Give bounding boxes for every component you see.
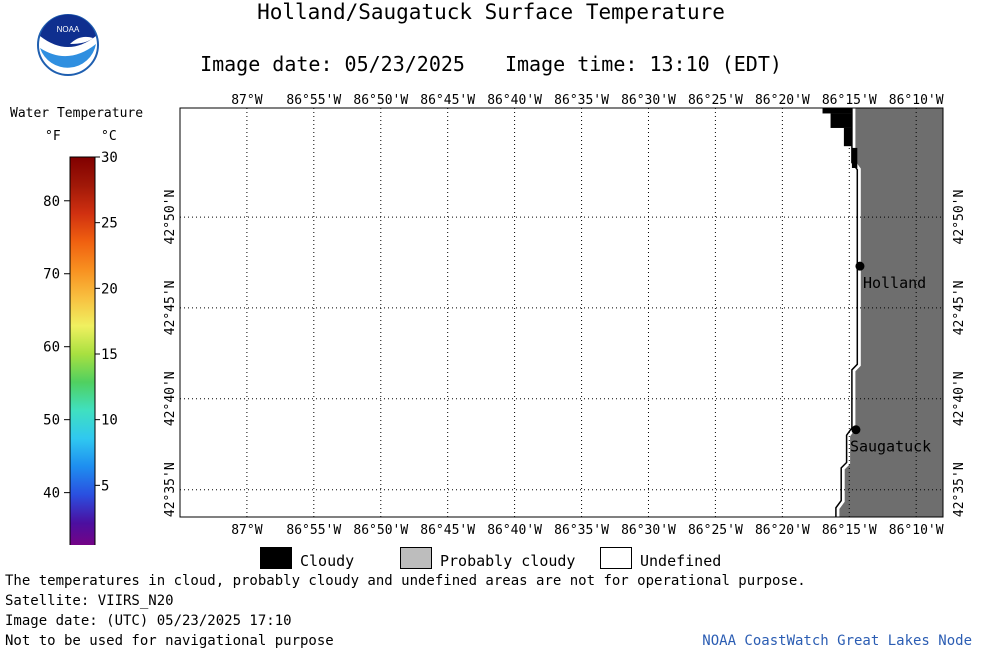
credit-text: NOAA CoastWatch Great Lakes Node — [702, 633, 972, 649]
colorbar-label-c: 5 — [101, 478, 109, 494]
lon-label-bottom: 87°W — [231, 523, 262, 538]
colorbar-label-c: 30 — [101, 150, 118, 166]
colorbar-label-f: 70 — [43, 267, 60, 283]
legend-label: Cloudy — [300, 552, 355, 570]
lat-label-left: 42°40'N — [163, 371, 178, 426]
longitude-labels: 87°W 87°W 86°55'W 86°55'W 86°50'W 86°50'W 86°4… — [231, 93, 943, 538]
noaa-logo: NOAA — [37, 14, 99, 76]
colorbar-unit-c: °C — [101, 129, 117, 144]
lon-label-bottom: 86°30'W — [621, 523, 676, 538]
lon-label-top: 86°40'W — [487, 93, 542, 108]
lat-label-right: 42°45'N — [952, 281, 967, 336]
cloud-pixel — [843, 127, 852, 147]
colorbar-label-f: 60 — [43, 340, 60, 356]
lon-label-bottom: 86°20'W — [755, 523, 810, 538]
legend-label: Undefined — [640, 552, 722, 570]
colorbar-label-f: 50 — [43, 413, 60, 429]
lon-label-top: 86°35'W — [554, 93, 609, 108]
lon-label-top: 86°10'W — [889, 93, 944, 108]
colorbar-unit-f: °F — [45, 129, 61, 144]
lon-label-bottom: 86°15'W — [822, 523, 877, 538]
colorbar-label-c: 10 — [101, 413, 118, 429]
city-dot — [851, 425, 861, 435]
lat-label-left: 42°45'N — [163, 281, 178, 336]
lat-label-right: 42°50'N — [952, 190, 967, 245]
lon-label-top: 86°45'W — [420, 93, 475, 108]
colorbar-label-c: 25 — [101, 216, 118, 232]
lake-water — [180, 108, 943, 517]
cloud-pixel — [822, 108, 852, 114]
lon-label-top: 86°20'W — [755, 93, 810, 108]
lon-label-top: 86°30'W — [621, 93, 676, 108]
lon-label-top: 86°50'W — [353, 93, 408, 108]
colorbar-label-f: 80 — [43, 194, 60, 210]
colorbar: 40 50 60 70 80 0 5 10 15 20 25 30 — [43, 150, 118, 545]
city-dot — [855, 261, 865, 271]
colorbar-ticks-c: 0 5 10 15 20 25 30 — [95, 150, 118, 545]
noaa-logo-text: NOAA — [57, 25, 80, 34]
land-area — [835, 108, 943, 517]
image-date: Image date: 05/23/2025 — [200, 52, 465, 76]
lon-label-top: 86°25'W — [688, 93, 743, 108]
colorbar-label-c: 15 — [101, 347, 118, 363]
legend-label: Probably cloudy — [440, 552, 576, 570]
colorbar-ticks-f: 40 50 60 70 80 — [43, 194, 70, 502]
image-time: Image time: 13:10 (EDT) — [504, 52, 782, 76]
cloud-pixel — [851, 147, 858, 168]
cloud-pixels — [822, 108, 858, 168]
city-label: Saugatuck — [850, 438, 931, 456]
colorbar-label-c: 0 — [101, 544, 109, 545]
legend-swatch — [260, 547, 292, 569]
lon-label-top: 86°15'W — [822, 93, 877, 108]
colorbar-label-f: 40 — [43, 486, 60, 502]
legend-swatch — [400, 547, 432, 569]
lon-label-bottom: 86°40'W — [487, 523, 542, 538]
navigation-warning: Not to be used for navigational purpose — [5, 633, 334, 649]
lon-label-bottom: 86°10'W — [889, 523, 944, 538]
lat-label-right: 42°35'N — [952, 462, 967, 517]
lon-label-bottom: 86°50'W — [353, 523, 408, 538]
city-label: Holland — [863, 274, 926, 292]
city-markers: Holland Saugatuck — [850, 261, 931, 456]
map-area: 87°W 87°W 86°55'W 86°55'W 86°50'W 86°50'W 86°4… — [163, 93, 967, 538]
map-figure: NOAA 40 50 60 70 80 0 5 10 15 20 25 30 87°W 87°W 86°… — [37, 14, 967, 545]
lon-label-bottom: 86°55'W — [286, 523, 341, 538]
colorbar-label-c: 20 — [101, 281, 118, 297]
cloud-pixel — [830, 113, 852, 128]
lon-label-bottom: 86°45'W — [420, 523, 475, 538]
graticule — [180, 108, 943, 517]
latitude-labels: 42°50'N 42°50'N 42°45'N 42°45'N 42°40'N 42°40… — [163, 190, 967, 517]
colorbar-title: Water Temperature — [10, 106, 144, 121]
legend-swatch — [600, 547, 632, 569]
colorbar-gradient — [69, 156, 96, 545]
lat-label-right: 42°40'N — [952, 371, 967, 426]
utc-date-label: Image date: (UTC) 05/23/2025 17:10 — [5, 613, 292, 629]
lat-label-left: 42°35'N — [163, 462, 178, 517]
map-frame — [179, 107, 944, 518]
map-title: Holland/Saugatuck Surface Temperature — [257, 0, 725, 24]
lon-label-top: 87°W — [231, 93, 262, 108]
lon-label-bottom: 86°25'W — [688, 523, 743, 538]
lon-label-bottom: 86°35'W — [554, 523, 609, 538]
image-datetime: Image date: 05/23/2025 Image time: 13:10 … — [0, 52, 982, 76]
satellite-label: Satellite: VIIRS_N20 — [5, 593, 174, 609]
disclaimer-text: The temperatures in cloud, probably clou… — [5, 573, 806, 589]
lon-label-top: 86°55'W — [286, 93, 341, 108]
lat-label-left: 42°50'N — [163, 190, 178, 245]
